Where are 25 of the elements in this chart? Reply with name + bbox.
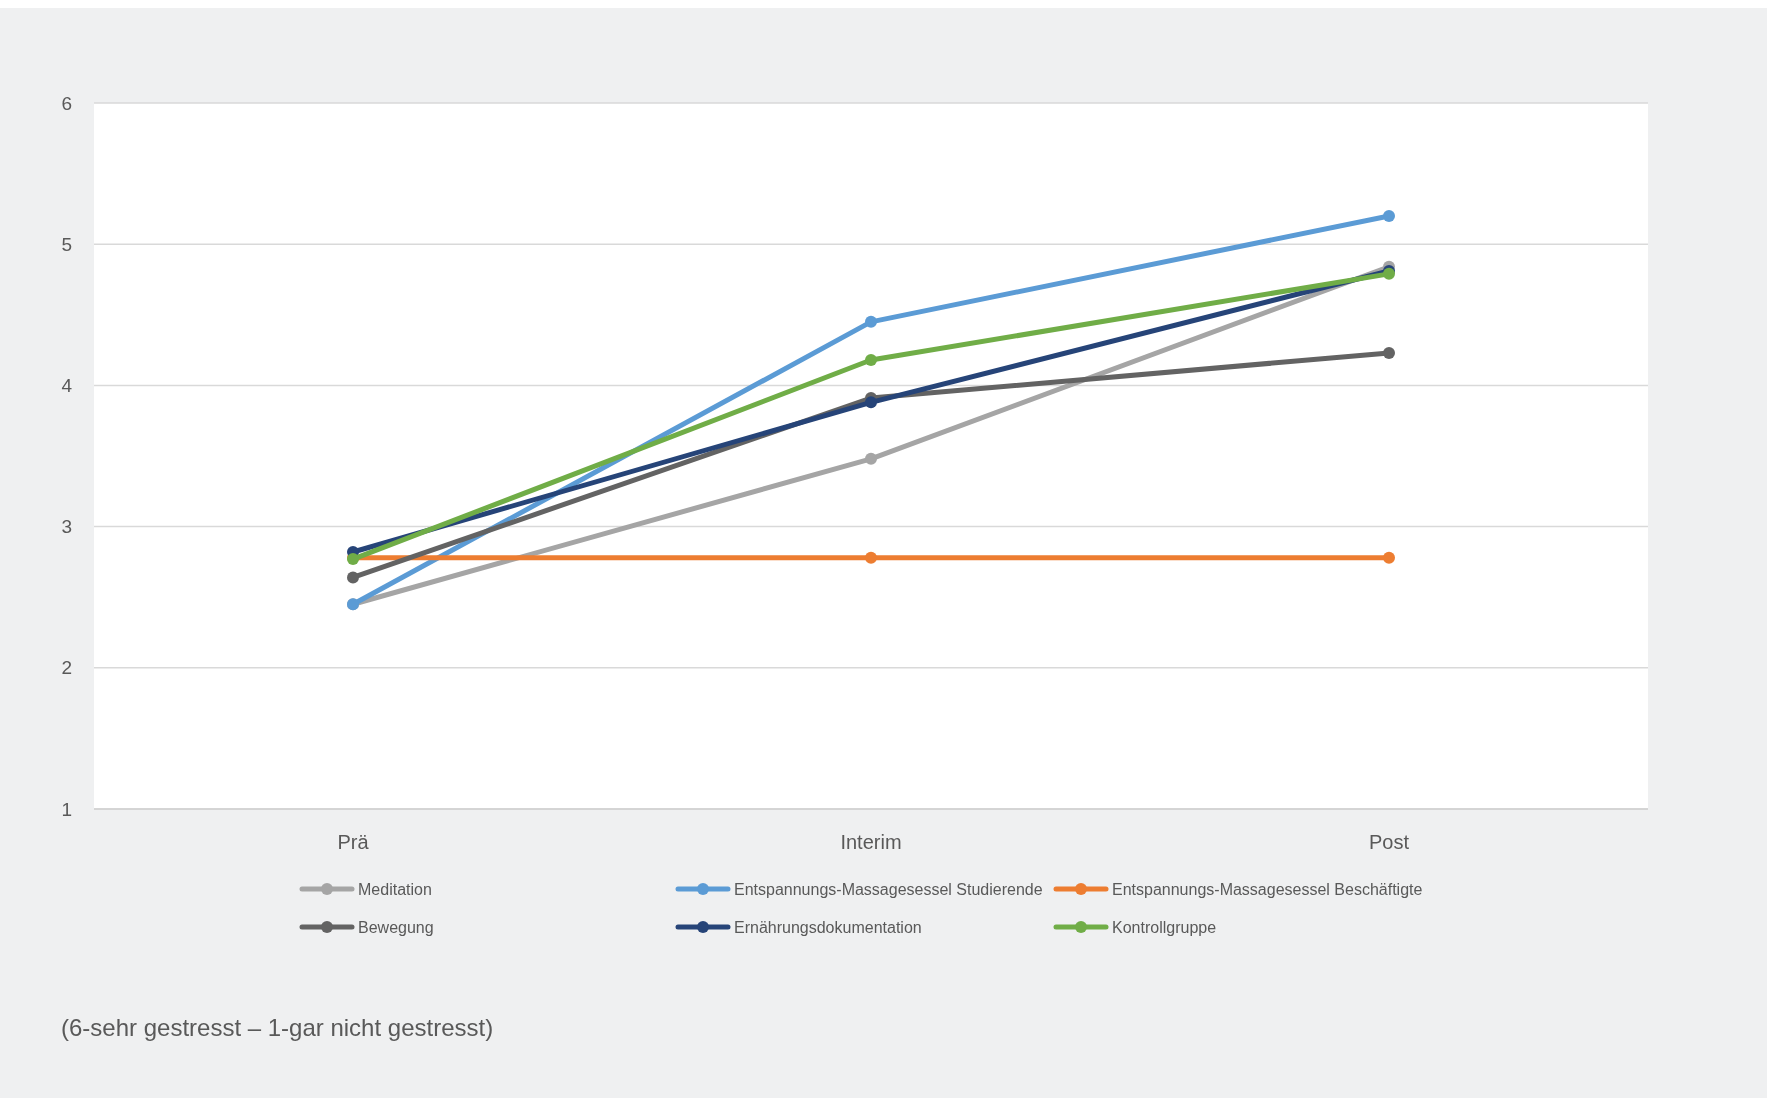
- y-tick-label: 2: [61, 657, 72, 679]
- x-tick-label: Interim: [840, 831, 902, 853]
- text: (6-sehr gestresst – 1-gar nicht gestresst): [61, 1014, 494, 1042]
- x-tick-label: Prä: [337, 831, 370, 853]
- legend-label: Kontrollgruppe: [1112, 918, 1217, 936]
- legend-label: Ernährungsdokumentation: [734, 918, 922, 936]
- y-tick-label: 6: [61, 92, 72, 114]
- y-tick-label: 1: [61, 798, 72, 820]
- legend-label: Bewegung: [358, 918, 434, 936]
- legend-label: Entspannungs-Massagesessel Beschäftigte: [1112, 880, 1423, 898]
- point: [865, 551, 877, 564]
- legend-label: Meditation: [358, 880, 432, 898]
- point: [1383, 551, 1395, 564]
- point: [865, 315, 877, 328]
- point: [1383, 209, 1395, 222]
- y-tick-label: 4: [61, 375, 73, 397]
- point: [347, 571, 359, 584]
- y-tick-label: 5: [61, 233, 72, 255]
- x-tick-label: Post: [1368, 831, 1410, 853]
- point: [1383, 346, 1395, 359]
- point: [865, 396, 877, 409]
- point: [865, 353, 877, 366]
- legend-label: Entspannungs-Massagesessel Studierende: [734, 880, 1043, 898]
- point: [865, 452, 877, 465]
- y-tick-label: 3: [61, 516, 72, 538]
